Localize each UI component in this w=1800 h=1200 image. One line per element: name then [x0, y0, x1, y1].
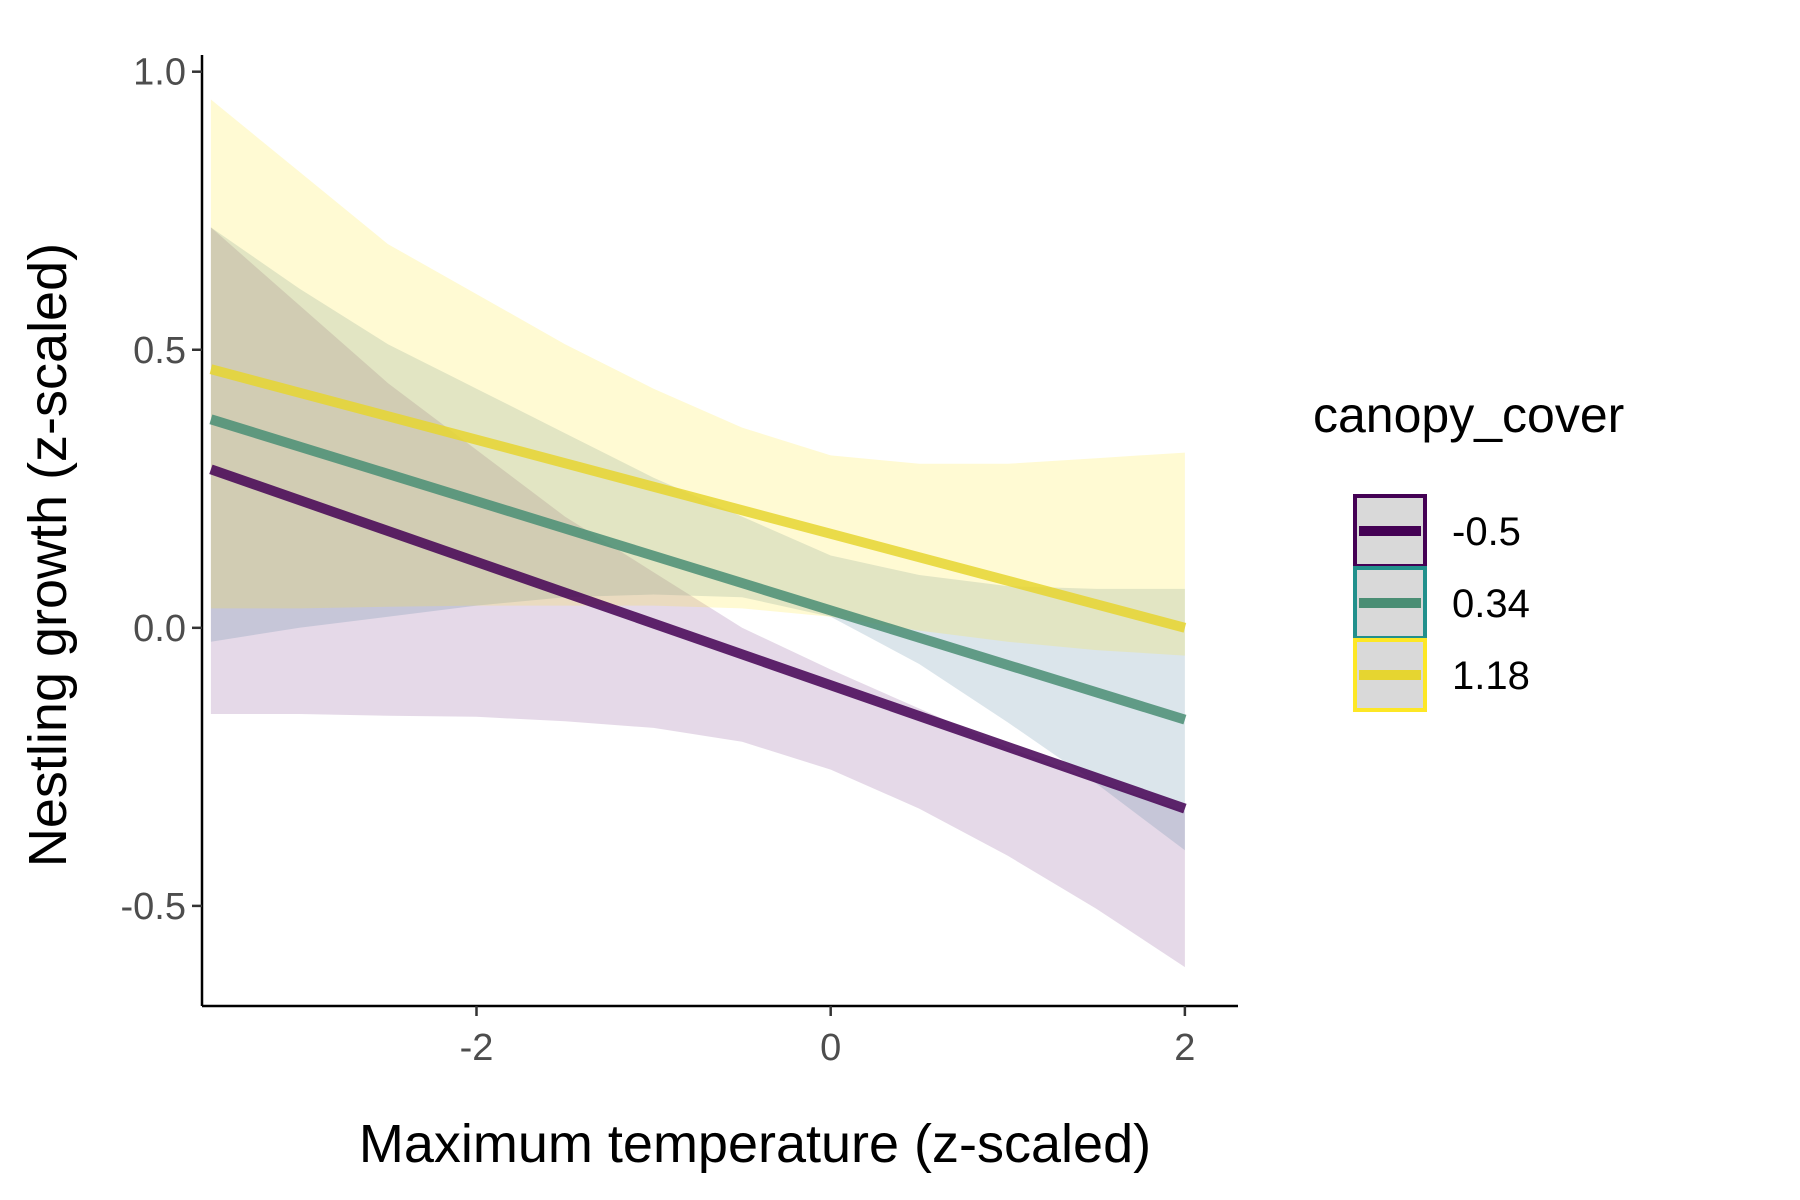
legend-label: 1.18 — [1452, 654, 1530, 698]
confidence-band — [210, 227, 1185, 851]
trend-lines — [209, 364, 1187, 814]
y-tick-label: 0.0 — [133, 608, 186, 650]
confidence-bands — [210, 99, 1185, 968]
legend-title: canopy_cover — [1313, 387, 1624, 443]
legend-label: -0.5 — [1452, 510, 1521, 554]
legend-item: 1.18 — [1353, 638, 1530, 712]
series-line — [209, 464, 1187, 814]
y-axis-ticks: -0.5 0.0 0.5 1.0 — [121, 52, 202, 928]
legend-label: 0.34 — [1452, 582, 1530, 626]
y-tick-label: -0.5 — [121, 886, 186, 928]
legend-item: 0.34 — [1353, 566, 1530, 640]
x-axis-ticks: -2 0 2 — [460, 1006, 1195, 1069]
axes — [200, 55, 1238, 1008]
confidence-band — [210, 99, 1185, 656]
x-tick-label: -2 — [460, 1027, 494, 1069]
y-tick-label: 1.0 — [133, 52, 186, 94]
x-tick-label: 2 — [1174, 1027, 1195, 1069]
series-line — [209, 364, 1187, 633]
series-line — [209, 414, 1187, 725]
legend-items: -0.5 0.34 1.18 — [1353, 494, 1530, 712]
legend-item: -0.5 — [1353, 494, 1521, 568]
confidence-band — [210, 227, 1185, 968]
y-tick-label: 0.5 — [133, 330, 186, 372]
y-axis-title: Nestling growth (z-scaled) — [18, 243, 78, 867]
x-axis-title: Maximum temperature (z-scaled) — [359, 1114, 1151, 1174]
x-tick-label: 0 — [820, 1027, 841, 1069]
legend: canopy_cover -0.5 0.34 1.18 — [1313, 387, 1624, 712]
